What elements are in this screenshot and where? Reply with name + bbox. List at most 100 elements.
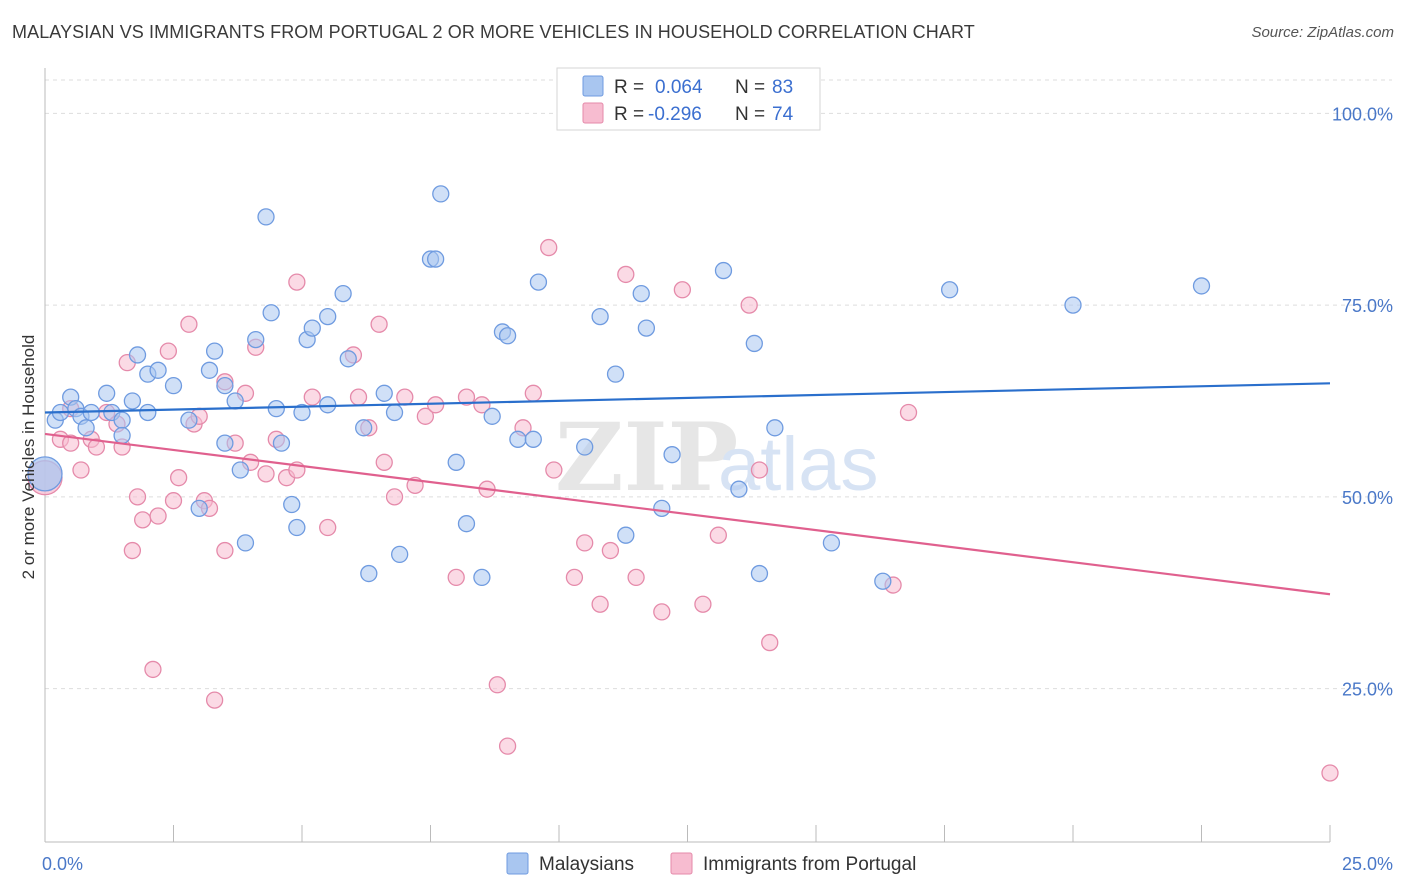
axes — [44, 68, 1331, 843]
data-point — [139, 403, 157, 422]
legend: R = 0.064 N = 83 R = -0.296 N = 74 — [556, 67, 821, 131]
data-point — [606, 365, 625, 383]
bottom-legend-swatch-portugal — [670, 852, 693, 875]
data-point — [319, 307, 337, 326]
data-point — [529, 273, 548, 291]
data-point — [591, 307, 609, 326]
data-point — [632, 284, 650, 303]
data-point — [498, 327, 517, 345]
watermark: ZIP atlas — [555, 403, 879, 513]
data-point — [205, 342, 224, 360]
data-point — [591, 595, 609, 613]
data-point — [498, 737, 517, 755]
data-point — [205, 691, 224, 709]
legend-r-value: 0.064 — [655, 77, 703, 98]
data-point — [1064, 296, 1082, 314]
y-tick-labels: 25.0% 50.0% 75.0% 100.0% — [1332, 104, 1393, 699]
y-tick-label: 25.0% — [1342, 680, 1393, 700]
data-point — [714, 261, 733, 280]
data-point — [822, 534, 841, 552]
trend-line-blue — [44, 382, 1331, 414]
data-point — [874, 572, 892, 590]
data-point — [27, 456, 63, 492]
data-point — [288, 273, 306, 291]
bottom-legend-label-malaysians: Malaysians — [539, 854, 634, 875]
data-point — [740, 296, 758, 314]
data-point — [200, 361, 219, 379]
data-point — [360, 564, 378, 583]
data-point — [149, 507, 167, 525]
data-point — [128, 488, 147, 506]
data-point — [509, 430, 527, 448]
data-point — [303, 319, 321, 337]
data-point — [262, 304, 280, 322]
data-point — [375, 453, 393, 471]
data-point — [128, 346, 147, 364]
data-point — [694, 595, 712, 613]
data-point — [159, 342, 178, 360]
chart-source: Source: ZipAtlas.com — [1251, 24, 1394, 41]
data-point — [293, 403, 311, 422]
data-point — [447, 568, 465, 587]
watermark-zip: ZIP — [555, 403, 738, 513]
data-point — [149, 361, 167, 379]
data-point — [416, 407, 435, 425]
data-point — [257, 465, 275, 483]
data-point — [730, 480, 748, 498]
data-point — [72, 461, 90, 479]
data-point — [745, 334, 763, 353]
x-tick-label: 25.0% — [1342, 854, 1393, 874]
data-point — [396, 388, 414, 406]
data-point — [432, 185, 450, 203]
data-point — [488, 676, 506, 694]
data-point — [339, 350, 357, 368]
data-point — [375, 384, 393, 402]
data-point — [540, 238, 558, 257]
data-point — [180, 411, 198, 429]
data-point — [87, 438, 106, 456]
data-point — [617, 526, 635, 544]
data-point — [180, 315, 198, 333]
legend-r-label: R = — [614, 104, 644, 125]
data-point — [673, 281, 692, 299]
trend-line-pink — [44, 432, 1331, 596]
data-point — [473, 396, 491, 414]
legend-n-label: N = — [735, 77, 765, 98]
data-point — [169, 469, 188, 487]
y-tick-label: 100.0% — [1332, 104, 1393, 124]
data-point — [565, 568, 584, 587]
data-point — [473, 568, 491, 587]
data-point — [663, 446, 681, 464]
y-tick-label: 75.0% — [1342, 296, 1393, 316]
data-point — [319, 518, 337, 537]
data-point — [709, 526, 727, 544]
data-point — [216, 434, 234, 452]
data-point — [226, 392, 244, 410]
data-point — [134, 511, 152, 529]
trend-lines — [44, 382, 1331, 596]
data-point — [164, 376, 183, 395]
data-point — [113, 426, 131, 445]
data-point — [283, 495, 301, 514]
data-point — [334, 284, 352, 303]
data-point — [247, 330, 265, 349]
data-point — [524, 430, 542, 448]
data-point — [524, 384, 542, 402]
data-point — [750, 461, 769, 479]
data-point — [637, 319, 656, 337]
data-point — [216, 376, 234, 395]
data-point — [391, 545, 409, 564]
data-point — [77, 419, 95, 437]
legend-n-value: 83 — [772, 77, 793, 98]
legend-n-label: N = — [735, 104, 765, 125]
data-point — [319, 396, 337, 414]
data-point — [303, 388, 321, 406]
data-point — [190, 499, 208, 518]
data-point — [940, 281, 959, 299]
data-point — [257, 208, 275, 226]
data-point — [457, 388, 476, 406]
data-point — [231, 461, 249, 479]
data-point — [750, 564, 769, 583]
x-tick-labels: 0.0% 25.0% — [42, 854, 1393, 874]
